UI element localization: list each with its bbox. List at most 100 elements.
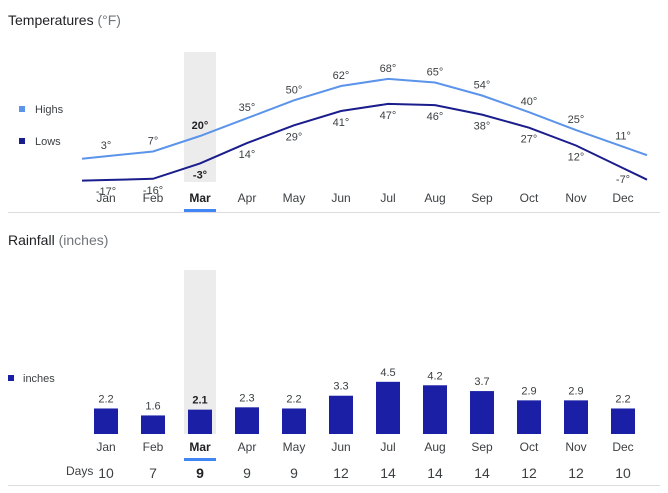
selected-month-indicator-rain <box>184 458 216 461</box>
temp-month-tick-jun[interactable]: Jun <box>331 191 350 205</box>
temp-month-tick-sep[interactable]: Sep <box>471 191 493 205</box>
selected-month-highlight-temp <box>184 52 216 182</box>
highs-data-label-nov: 25° <box>568 114 585 126</box>
temperatures-title: Temperatures (°F) <box>8 12 121 28</box>
days-value-aug: 14 <box>427 465 443 481</box>
rainfall-data-label-jan: 2.2 <box>98 393 113 405</box>
temp-month-tick-jan[interactable]: Jan <box>96 191 115 205</box>
lows-data-label-jul: 47° <box>380 110 397 122</box>
lows-legend-swatch <box>19 138 25 144</box>
days-value-nov: 12 <box>568 465 584 481</box>
temp-month-tick-mar[interactable]: Mar <box>189 191 211 205</box>
highs-series-line <box>81 77 648 160</box>
rain-month-tick-nov[interactable]: Nov <box>565 440 586 454</box>
rainfall-data-label-dec: 2.2 <box>615 393 630 405</box>
days-value-feb: 7 <box>149 465 157 481</box>
rainfall-title-text: Rainfall <box>8 232 55 248</box>
highs-data-label-dec: 11° <box>615 131 631 143</box>
rainfall-chart: 2.2 1.6 2.1 2.3 2.2 3.3 4.5 4.2 3.7 2.9 2.9 2.2 <box>94 367 635 434</box>
days-value-sep: 14 <box>474 465 490 481</box>
bottom-divider <box>8 485 660 486</box>
lows-data-label-nov: 12° <box>568 152 585 164</box>
rainfall-bar-aug <box>423 385 447 434</box>
temp-month-tick-apr[interactable]: Apr <box>238 191 257 205</box>
temp-month-tick-dec[interactable]: Dec <box>612 191 633 205</box>
rain-month-tick-jun[interactable]: Jun <box>331 440 350 454</box>
section-divider <box>8 212 660 213</box>
rain-month-tick-oct[interactable]: Oct <box>520 440 539 454</box>
rain-month-tick-dec[interactable]: Dec <box>612 440 633 454</box>
rain-month-tick-jan[interactable]: Jan <box>96 440 115 454</box>
rainfall-bar-jul <box>376 381 400 434</box>
days-value-may: 9 <box>290 465 298 481</box>
rainfall-unit: (inches) <box>58 232 109 248</box>
rainfall-data-label-may: 2.2 <box>286 393 301 405</box>
lows-data-label-may: 29° <box>286 131 303 143</box>
rainfall-bar-mar <box>188 409 212 434</box>
highs-legend-swatch <box>19 106 25 112</box>
rain-month-tick-mar[interactable]: Mar <box>189 440 211 454</box>
rain-month-tick-jul[interactable]: Jul <box>380 440 395 454</box>
days-value-mar: 9 <box>196 465 204 481</box>
highs-legend-label: Highs <box>35 104 64 116</box>
rain-month-tick-sep[interactable]: Sep <box>471 440 493 454</box>
temp-month-tick-oct[interactable]: Oct <box>520 191 539 205</box>
highs-data-label-may: 50° <box>286 84 303 96</box>
rainfall-bar-may <box>282 408 306 434</box>
temperatures-unit: (°F) <box>97 12 121 28</box>
rainfall-data-label-aug: 4.2 <box>427 370 442 382</box>
inches-legend-label: inches <box>23 373 55 385</box>
lows-data-label-aug: 46° <box>427 111 444 123</box>
rainfall-data-label-sep: 3.7 <box>474 376 489 388</box>
highs-data-label-apr: 35° <box>239 102 256 114</box>
rainfall-data-label-mar: 2.1 <box>192 395 207 407</box>
rainfall-bar-sep <box>470 391 494 434</box>
rain-month-tick-may[interactable]: May <box>283 440 306 454</box>
rainfall-bar-dec <box>611 408 635 434</box>
lows-data-label-oct: 27° <box>521 134 538 146</box>
temp-month-tick-may[interactable]: May <box>283 191 306 205</box>
selected-month-highlight-rain <box>184 270 216 434</box>
temp-month-tick-nov[interactable]: Nov <box>565 191 586 205</box>
days-value-jan: 10 <box>98 465 114 481</box>
temperatures-title-text: Temperatures <box>8 12 94 28</box>
lows-data-label-sep: 38° <box>474 121 491 133</box>
days-value-dec: 10 <box>615 465 631 481</box>
rainfall-data-label-oct: 2.9 <box>521 385 536 397</box>
rain-month-tick-aug[interactable]: Aug <box>424 440 445 454</box>
selected-month-indicator-temp <box>184 209 216 212</box>
highs-data-label-feb: 7° <box>148 135 159 147</box>
temperature-legend: Highs Lows <box>19 104 64 148</box>
rainfall-data-label-feb: 1.6 <box>145 400 160 412</box>
rainfall-legend: inches <box>8 373 55 385</box>
rain-month-tick-apr[interactable]: Apr <box>238 440 257 454</box>
rainfall-bar-apr <box>235 407 259 434</box>
days-value-jun: 12 <box>333 465 349 481</box>
days-value-jul: 14 <box>380 465 396 481</box>
temp-month-tick-feb[interactable]: Feb <box>143 191 164 205</box>
rainfall-data-label-nov: 2.9 <box>568 385 583 397</box>
lows-data-label-jan: -17° <box>96 186 116 198</box>
lows-data-label-feb: -16° <box>143 185 163 197</box>
rainfall-bar-jan <box>94 408 118 434</box>
rainfall-data-label-apr: 2.3 <box>239 392 254 404</box>
inches-legend-swatch <box>8 375 14 381</box>
temp-month-tick-aug[interactable]: Aug <box>424 191 445 205</box>
rain-month-tick-feb[interactable]: Feb <box>143 440 164 454</box>
highs-data-label-sep: 54° <box>474 80 491 92</box>
rainfall-title: Rainfall (inches) <box>8 232 108 248</box>
rainfall-data-label-jul: 4.5 <box>380 367 395 379</box>
selected-month-highlight-layer <box>184 52 216 434</box>
lows-legend-label: Lows <box>35 136 61 148</box>
highs-data-label-aug: 65° <box>427 66 444 78</box>
highs-data-label-jan: 3° <box>101 140 112 152</box>
month-axes[interactable]: Jan Jan 10 Feb Feb 7 Mar Mar 9 Apr Apr 9 May May 9 Jun J… <box>96 191 633 481</box>
days-value-apr: 9 <box>243 465 251 481</box>
temp-month-tick-jul[interactable]: Jul <box>380 191 395 205</box>
lows-data-label-jun: 41° <box>333 117 350 129</box>
lows-data-label-dec: -7° <box>616 174 630 186</box>
rainfall-bar-jun <box>329 395 353 434</box>
rainfall-bar-nov <box>564 400 588 434</box>
highs-data-label-jun: 62° <box>333 70 350 82</box>
lows-data-label-mar: -3° <box>193 169 207 181</box>
